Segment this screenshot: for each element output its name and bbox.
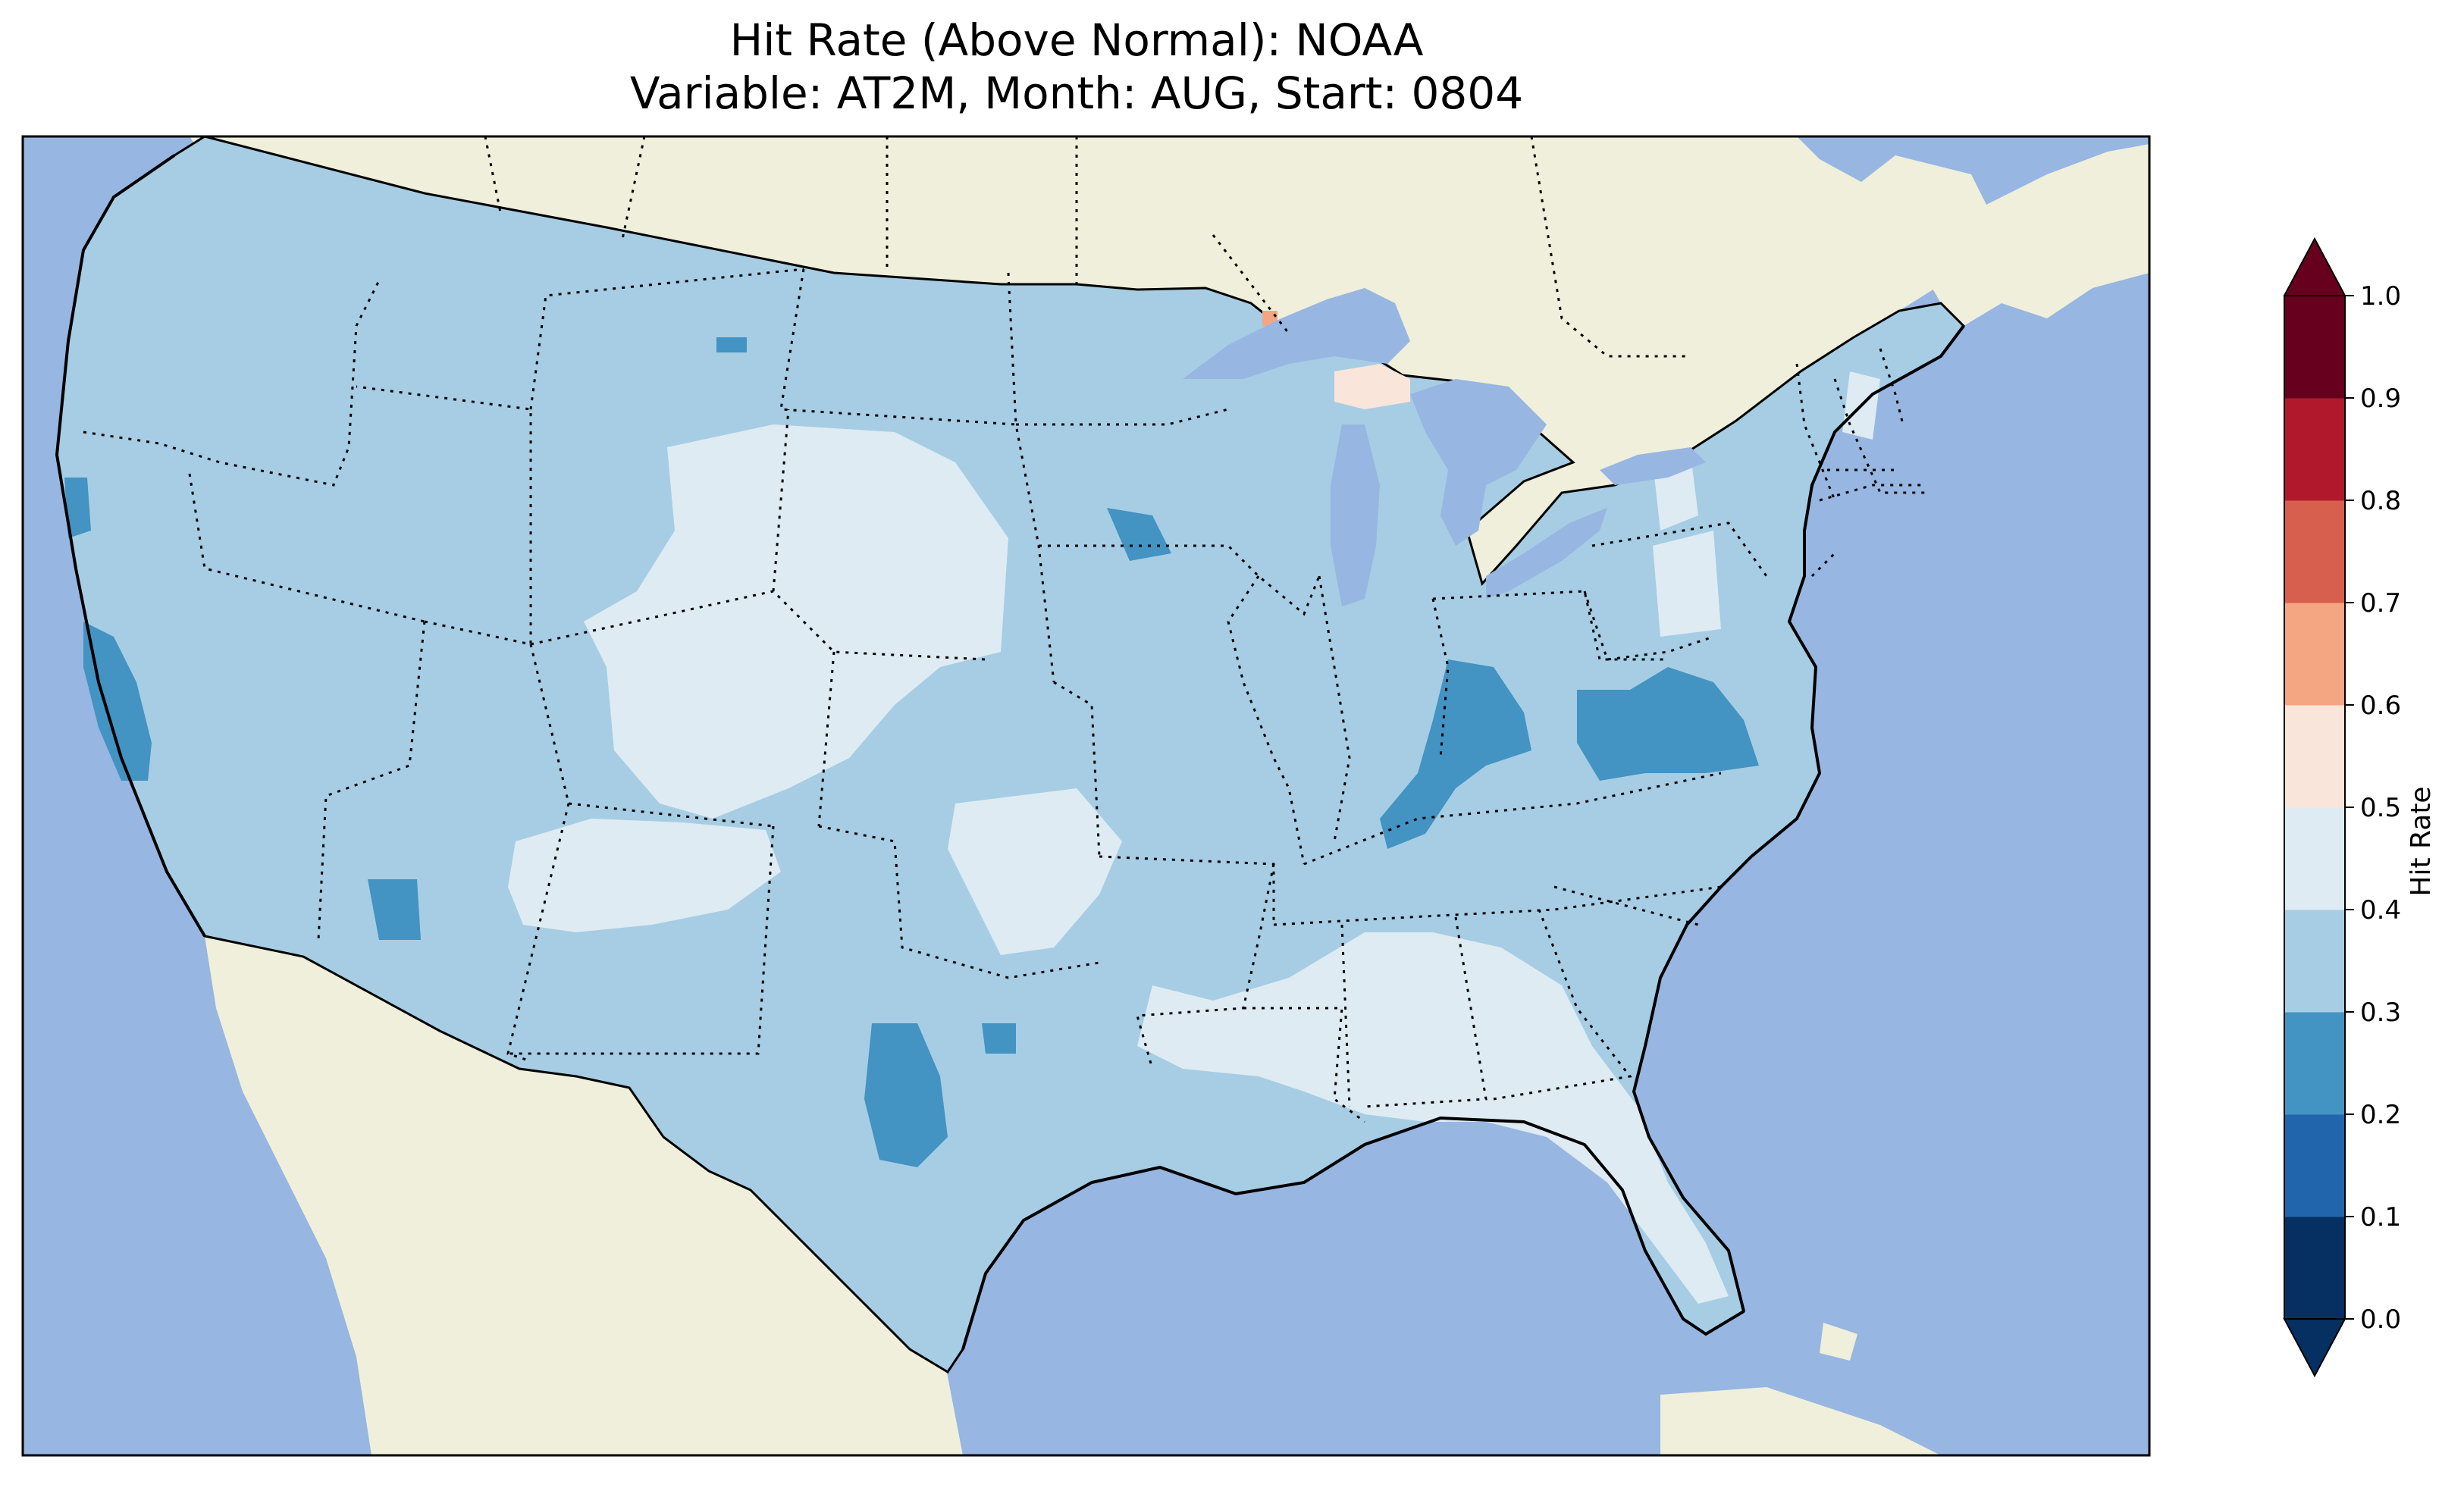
- map-frame: [21, 135, 2151, 1457]
- colorbar-segment: [2284, 807, 2345, 910]
- colorbar-extend-under: [2283, 1318, 2346, 1378]
- baja-land: [205, 936, 436, 1410]
- field-low-west-texas: [864, 1023, 948, 1167]
- lake-erie: [1486, 508, 1607, 599]
- field-low-kentucky: [1380, 659, 1531, 849]
- colorbar-segment: [2284, 705, 2345, 808]
- coastline-pacific: [55, 154, 206, 938]
- colorbar-segment: [2284, 910, 2345, 1013]
- cuba-land: [1660, 1387, 1941, 1455]
- field-low-arizona: [368, 879, 421, 940]
- colorbar-extend-over: [2283, 236, 2346, 296]
- field-high-pennsylvania: [1653, 531, 1721, 637]
- coastline-gulf: [961, 1116, 1745, 1350]
- state-borders: [83, 268, 1926, 1123]
- lake-ontario: [1600, 447, 1706, 485]
- colorbar-segment: [2284, 500, 2345, 603]
- field-high-oklahoma: [948, 788, 1122, 955]
- field-low-california-north: [64, 478, 91, 538]
- colorbar-tick-label: 0.8: [2360, 486, 2401, 516]
- colorbar: 0.0 0.1 0.2 0.3 0.4 0.5 0.6 0.7 0.8 0.9 1.0: [2283, 236, 2401, 1378]
- maritimes-land: [1911, 144, 2149, 326]
- country-borders: [484, 136, 1691, 358]
- colorbar-segment: [2284, 1114, 2345, 1217]
- lake-michigan: [1331, 424, 1380, 606]
- field-high-southwest: [508, 819, 781, 932]
- chart-title: Hit Rate (Above Normal): NOAA Variable: …: [0, 14, 2153, 120]
- field-high-west: [584, 424, 1008, 819]
- map-panel: [23, 136, 2149, 1455]
- field-low-montana-dot: [716, 337, 747, 352]
- lake-superior: [1183, 288, 1410, 379]
- field-low-iowa: [1107, 508, 1171, 561]
- colorbar-tick-label: 0.1: [2360, 1202, 2401, 1232]
- title-line-1: Hit Rate (Above Normal): NOAA: [729, 14, 1424, 66]
- bahamas-island: [1820, 1323, 1857, 1361]
- colorbar-tick-label: 1.0: [2360, 281, 2401, 312]
- coastline-atlantic: [1632, 324, 1965, 1312]
- field-low-california: [83, 622, 152, 781]
- colorbar-segment: [2284, 296, 2345, 399]
- colorbar-tick-label: 0.2: [2360, 1100, 2401, 1130]
- colorbar-label: Hit Rate: [2406, 786, 2437, 896]
- colorbar-tick-label: 0.9: [2360, 384, 2401, 414]
- colorbar-tick-label: 0.3: [2360, 998, 2401, 1028]
- field-low-nm-dot: [982, 1023, 1016, 1054]
- field-high-southeast: [1137, 932, 1729, 1304]
- colorbar-tick-label: 0.0: [2360, 1305, 2401, 1335]
- canada-land: [190, 136, 1994, 584]
- field-low-virginia: [1577, 667, 1759, 781]
- colorbar-segment: [2284, 398, 2345, 501]
- colorbar-tick-label: 0.7: [2360, 588, 2401, 619]
- colorbar-tick-label: 0.5: [2360, 793, 2401, 823]
- colorbar-tick-label: 0.4: [2360, 895, 2401, 926]
- title-line-2: Variable: AT2M, Month: AUG, Start: 0804: [629, 67, 1524, 119]
- colorbar-segment: [2284, 1012, 2345, 1115]
- lake-huron: [1410, 379, 1547, 546]
- colorbar-tick-label: 0.6: [2360, 691, 2401, 721]
- colorbar-segment: [2284, 1217, 2345, 1320]
- field-upper-michigan: [1334, 364, 1410, 409]
- colorbar-segment: [2284, 603, 2345, 706]
